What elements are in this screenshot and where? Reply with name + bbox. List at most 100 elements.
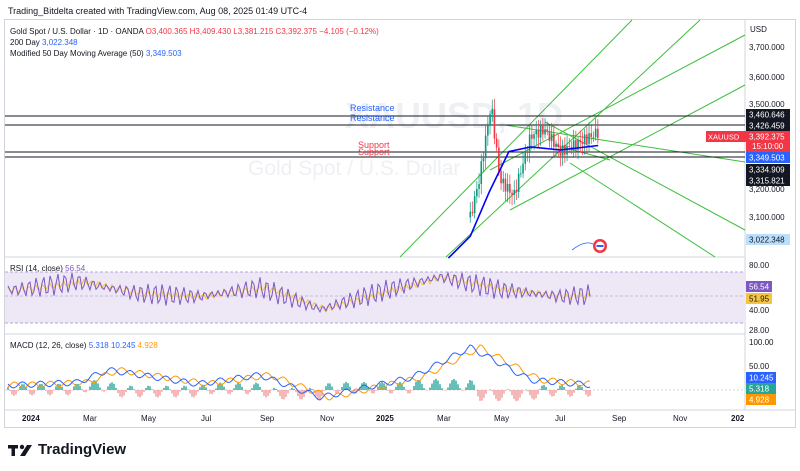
macd-histogram-bar <box>279 390 281 397</box>
macd-histogram-bar <box>329 383 331 390</box>
macd-histogram-bar <box>151 389 153 390</box>
svg-text:15:10:00: 15:10:00 <box>752 142 784 151</box>
macd-histogram-bar <box>187 389 189 391</box>
sma50-legend[interactable]: Modified 50 Day Moving Average (50) 3,34… <box>10 49 182 58</box>
macd-histogram-bar <box>177 390 179 396</box>
price-tag-r1[interactable]: 3,460.646 <box>746 109 790 120</box>
macd-histogram-bar <box>265 390 267 398</box>
currency-label[interactable]: USD <box>750 25 767 34</box>
rsi-legend[interactable]: RSI (14, close) 56.54 <box>10 264 85 273</box>
macd-histogram-bar <box>395 386 397 390</box>
candle-body <box>495 138 498 148</box>
macd-legend[interactable]: MACD (12, 26, close) 5.318 10.245 4.928 <box>10 341 158 350</box>
support-label-2[interactable]: Support <box>358 147 390 157</box>
macd-histogram-bar <box>401 383 403 390</box>
macd-histogram-bar <box>459 388 461 390</box>
macd-histogram-bar <box>109 383 111 390</box>
candle-body <box>473 196 476 214</box>
price-tag-r2[interactable]: 3,426.459 <box>746 120 790 131</box>
sma200-legend[interactable]: 200 Day 3,022.348 <box>10 38 78 47</box>
resistance-label-2[interactable]: Resistance <box>350 113 395 123</box>
macd-histogram-bar <box>219 382 221 390</box>
macd-histogram-bar <box>45 390 47 391</box>
candle-body <box>520 173 522 175</box>
resistance-label-1[interactable]: Resistance <box>350 103 395 113</box>
macd-histogram-bar <box>381 381 383 390</box>
macd-histogram-bar <box>293 388 295 390</box>
chart-frame <box>4 19 796 428</box>
macd-histogram-bar <box>433 380 435 390</box>
macd-histogram-bar <box>467 383 469 390</box>
macd-histogram-bar <box>119 390 121 397</box>
candle-body <box>581 142 584 144</box>
macd-tag-3[interactable]: 4.928 <box>746 394 776 405</box>
macd-histogram-bar <box>133 389 135 390</box>
macd-histogram-bar <box>143 390 145 392</box>
support-label-1[interactable]: Support <box>358 140 390 150</box>
macd-histogram-bar <box>405 390 407 391</box>
macd-line[interactable] <box>7 344 591 401</box>
macd-histogram-bar <box>567 390 569 395</box>
svg-text:3,315.821: 3,315.821 <box>749 177 785 186</box>
macd-histogram-bar <box>349 386 351 390</box>
support-resistance-lines[interactable] <box>5 115 745 158</box>
time-label: Jul <box>201 414 211 423</box>
macd-histogram-bar <box>87 390 89 391</box>
tradingview-logo[interactable]: TradingView <box>8 441 126 458</box>
price-candles[interactable] <box>469 98 599 223</box>
macd-histogram-bar <box>583 390 585 391</box>
macd-signal-line[interactable] <box>7 344 591 401</box>
macd-histogram-bar <box>115 387 117 390</box>
macd-histogram-bar <box>263 390 265 396</box>
symbol-title[interactable]: Gold Spot / U.S. Dollar · 1D · OANDA <box>10 27 144 36</box>
candle-body <box>509 183 511 193</box>
candle-body <box>577 139 579 150</box>
macd-histogram-bar <box>267 390 269 397</box>
macd-histogram-bar <box>575 388 577 390</box>
rsi-value: 56.54 <box>65 264 86 273</box>
sma50-tag[interactable]: 3,349.503 <box>746 152 790 163</box>
macd-histogram-bar <box>523 390 525 391</box>
macd-histogram-bar <box>251 388 253 390</box>
macd-histogram-bar <box>365 383 367 390</box>
price-tag-s2[interactable]: 3,315.821 <box>746 175 790 186</box>
macd-histogram-bar <box>377 386 379 390</box>
macd-histogram-bar <box>253 384 255 390</box>
candle-body <box>526 151 529 154</box>
macd-histogram-bar <box>323 390 325 391</box>
macd-histogram-bar <box>411 390 413 391</box>
rsi-tag[interactable]: 56.54 <box>746 281 772 292</box>
macd-tag-2[interactable]: 5.318 <box>746 383 776 394</box>
macd-histogram-bar <box>43 386 45 390</box>
macd-histogram-bar <box>147 385 149 390</box>
macd-tag-1[interactable]: 10.245 <box>746 372 776 383</box>
macd-histogram-bar <box>135 390 137 394</box>
macd-histogram-bar <box>407 390 409 394</box>
sma50-line[interactable] <box>447 144 599 259</box>
symbol-tag[interactable]: XAUUSD <box>706 131 746 142</box>
price-tag-s1[interactable]: 3,334.909 <box>746 164 790 175</box>
macd-histogram-bar <box>139 390 141 398</box>
macd-histogram-bar <box>501 390 503 398</box>
rsi-line[interactable] <box>7 270 591 314</box>
macd-histogram-bar <box>439 384 441 390</box>
candle-body <box>498 147 500 172</box>
pitchfork-channels[interactable] <box>399 19 746 258</box>
macd-histogram-bar <box>415 381 417 390</box>
macd-histogram-bar <box>79 386 81 390</box>
macd-histogram-bar <box>533 390 535 400</box>
macd-histogram-bar <box>37 386 39 390</box>
macd-histogram-bar <box>347 383 349 390</box>
time-label: Nov <box>673 414 687 423</box>
sma200-tag[interactable]: 3,022.348 <box>746 234 790 245</box>
event-flag-icon[interactable] <box>571 239 607 253</box>
macd-histogram-bar <box>297 390 299 397</box>
candle-body <box>590 133 593 137</box>
macd-histogram-bar <box>221 383 223 390</box>
time-label: Mar <box>83 414 97 423</box>
time-axis[interactable]: 2024 Mar May Jul Sep Nov 2025 Mar May Ju… <box>22 414 745 423</box>
macd-histogram-bar <box>527 390 529 392</box>
rsi-ma-tag[interactable]: 51.95 <box>746 293 772 304</box>
